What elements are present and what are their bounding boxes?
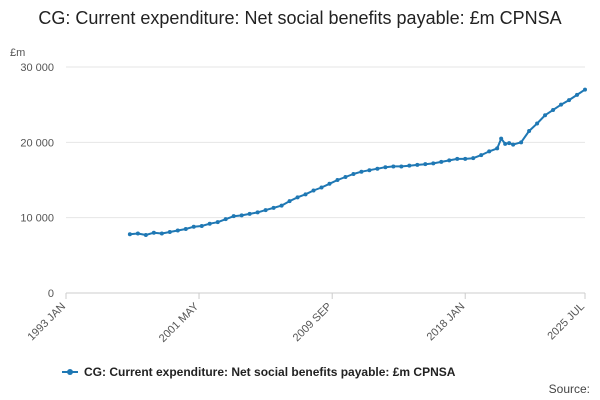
data-point [151, 230, 156, 235]
data-point [311, 188, 316, 193]
data-point [439, 159, 444, 164]
y-tick-label: 20 000 [20, 137, 54, 149]
data-point [519, 140, 524, 145]
data-point [559, 102, 564, 107]
data-point [367, 168, 372, 173]
data-point [207, 221, 212, 226]
data-point [183, 226, 188, 231]
data-point [247, 211, 252, 216]
data-point [295, 195, 300, 200]
data-point [583, 87, 587, 92]
data-point [447, 158, 452, 163]
legend[interactable]: CG: Current expenditure: Net social bene… [62, 365, 455, 379]
data-point [287, 199, 292, 204]
data-point [359, 169, 364, 174]
data-point [415, 162, 420, 167]
data-point [391, 164, 396, 169]
data-point [399, 164, 404, 169]
legend-label: CG: Current expenditure: Net social bene… [84, 365, 456, 379]
data-point [191, 224, 196, 229]
data-point [167, 229, 172, 234]
chart-title: CG: Current expenditure: Net social bene… [38, 8, 562, 28]
data-point [303, 192, 308, 197]
data-point [567, 98, 572, 103]
x-tick-label: 2001 MAY [157, 300, 202, 345]
data-point [423, 162, 428, 167]
data-point [543, 113, 548, 118]
data-point [535, 121, 540, 126]
data-point [319, 185, 324, 190]
data-point [487, 149, 492, 154]
data-point [143, 232, 148, 237]
data-point [135, 231, 140, 236]
data-point [551, 107, 556, 112]
x-tick-label: 2025 JUL [545, 301, 587, 343]
data-point [343, 174, 348, 179]
source-label: Source: [548, 382, 590, 396]
x-tick-label: 2009 SEP [291, 301, 335, 345]
x-tick-label: 1993 JAN [25, 301, 68, 344]
data-point [239, 213, 244, 218]
data-point [223, 217, 228, 222]
data-point [455, 156, 460, 161]
data-point [231, 214, 236, 219]
data-point [431, 161, 436, 166]
x-tick-label: 2018 JAN [425, 301, 468, 344]
y-tick-label: 10 000 [20, 213, 54, 225]
data-point [199, 223, 204, 228]
data-point [479, 153, 484, 158]
data-point [375, 166, 380, 171]
data-point [495, 146, 500, 151]
data-point [279, 203, 284, 208]
y-tick-label: 30 000 [20, 62, 54, 74]
data-point [463, 156, 468, 161]
data-point [327, 181, 332, 186]
data-point [159, 231, 164, 236]
data-point [575, 92, 580, 97]
data-point [127, 232, 132, 237]
data-point [175, 228, 180, 233]
data-point [511, 142, 516, 147]
data-point [499, 136, 504, 141]
series-line [129, 88, 586, 236]
data-point [527, 129, 532, 134]
data-point [271, 205, 276, 210]
data-point [215, 220, 220, 225]
data-point [383, 165, 388, 170]
data-point [407, 163, 412, 168]
data-point [255, 210, 260, 215]
data-point [351, 171, 356, 176]
data-point [335, 178, 340, 182]
data-point [503, 141, 508, 146]
y-axis-label: £m [10, 47, 25, 59]
data-point [507, 141, 512, 146]
y-tick-label: 0 [48, 288, 54, 300]
data-point [263, 208, 268, 213]
legend-line-marker-icon [62, 369, 78, 375]
data-point [471, 156, 476, 161]
